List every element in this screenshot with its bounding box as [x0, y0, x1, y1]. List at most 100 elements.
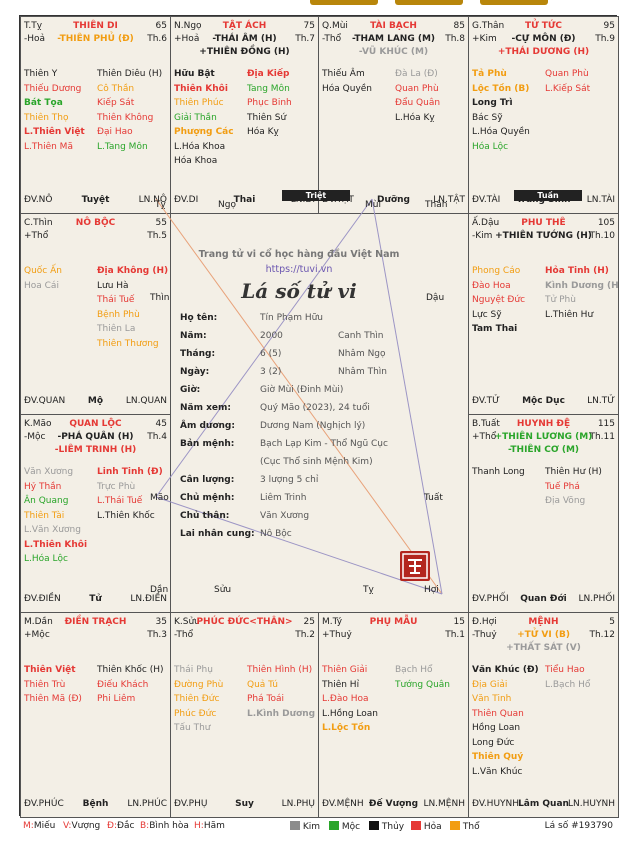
thuy-swatch-icon: [369, 821, 379, 830]
stars-right: Thiên Diêu (H) Cô Thần Kiếp Sát Thiên Không…: [97, 67, 162, 154]
star: Thiên Thương: [97, 338, 159, 349]
info-value: Văn Xương: [260, 511, 310, 521]
legend-moc: Mộc: [329, 821, 360, 832]
info-value: 6 (5): [260, 349, 282, 359]
star: Hữu Bật: [174, 69, 215, 79]
info-row: Năm xem: Quý Mão (2023), 24 tuổi: [180, 403, 440, 419]
info-key: Lai nhân cung:: [180, 529, 255, 539]
palace-cell-dau[interactable]: Ấ.Dậu PHU THÊ 105 -Kim +THIÊN TƯỚNG (H) Th.10…: [468, 213, 619, 415]
info-row: Tháng: 6 (5) Nhâm Ngọ: [180, 349, 440, 365]
star: Quan Phù: [545, 69, 589, 79]
info-key: Tháng:: [180, 349, 216, 359]
site-url[interactable]: https://tuvi.vn: [265, 264, 333, 275]
info-row: (Cục Thổ sinh Mệnh Kim): [180, 457, 440, 473]
branch-label-mui: Mùi: [365, 200, 381, 210]
star: L.Hóa Khoa: [174, 141, 226, 152]
star: Hỏa Tinh (H): [545, 266, 609, 276]
star: Quan Phù: [395, 83, 439, 94]
cell-name: Q.Mùi: [322, 21, 348, 31]
cell-name: N.Ngọ: [174, 21, 202, 31]
stars-left: Thiên Việt Thiên Trù Thiên Mã (Đ): [24, 663, 82, 707]
top-tab-3[interactable]: [480, 0, 548, 5]
month-label: Th.2: [295, 630, 315, 640]
top-tab-2[interactable]: [395, 0, 463, 5]
star: Thiên Phúc: [174, 98, 224, 108]
stars-left: Văn Khúc (Đ) Địa Giải Văn Tinh Thiên Quan Hồ…: [472, 663, 539, 779]
cell-age: 105: [597, 218, 615, 228]
cell-age: 45: [155, 419, 167, 429]
palace-cell-suu[interactable]: K.Sửu PHÚC ĐỨC<THÂN> 25 -Thổ Th.2 Thái Phụ Đườ…: [170, 612, 319, 818]
cell-name: K.Sửu: [174, 617, 200, 627]
site-title: Trang tử vi cổ học hàng đầu Việt Nam: [198, 249, 400, 260]
sub-star: +THIÊN ĐỒNG (H): [199, 47, 290, 57]
month-label: Th.5: [147, 231, 167, 241]
star: L.Thiên Khốc: [97, 510, 155, 521]
star: Thiếu Âm: [322, 69, 365, 79]
branch-label-than: Thân: [425, 200, 448, 210]
branch-label-suu: Sửu: [214, 585, 232, 595]
star: Kiếp Sát: [97, 98, 135, 108]
star: L.Thiên Mã: [24, 141, 73, 152]
branch-label-tuat: Tuất: [424, 493, 443, 503]
star: Thanh Long: [472, 467, 525, 477]
palace-cell-ti[interactable]: M.Tý PHỤ MẪU 15 +Thuỷ Th.1 Thiên Giải Thiên Hỉ…: [318, 612, 469, 818]
info-row: Giờ: Giờ Mùi (Đinh Mùi): [180, 385, 440, 401]
star: Phục Binh: [247, 98, 292, 108]
top-tab-1[interactable]: [310, 0, 378, 5]
dai-van-label: ĐV.PHÚC: [24, 799, 64, 809]
horoscope-chart: T.Tỵ THIÊN DI 65 -Hoả -THIÊN PHỦ (Đ) Th.6 Thiê…: [19, 15, 619, 818]
stars-right: Thiên Hình (H) Quả Tú Phá Toái L.Kình Dương: [247, 663, 315, 721]
star: Hoa Cái: [24, 280, 59, 291]
palace-name: TẬT ÁCH: [222, 21, 267, 31]
cell-age: 35: [155, 617, 167, 627]
star: Quốc Ấn: [24, 266, 62, 276]
info-value: Nô Bộc: [260, 529, 292, 539]
palace-cell-tuat[interactable]: B.Tuất HUYNH ĐỆ 115 +Thổ +THIÊN LƯƠNG (M) Th.…: [468, 414, 619, 613]
star: Cô Thần: [97, 83, 135, 94]
palace-cell-mui[interactable]: Q.Mùi TÀI BẠCH 85 -Thổ -THAM LANG (M) Th.8 -VŨ…: [318, 16, 469, 214]
star: Phi Liêm: [97, 694, 136, 704]
stars-right: Bạch Hổ Tướng Quân: [395, 663, 450, 692]
palace-cell-mao[interactable]: K.Mão QUAN LỘC 45 -Mộc -PHÁ QUÂN (H) Th.4 -LIÊ…: [20, 414, 171, 613]
main-star: +TỬ VI (B): [517, 630, 570, 640]
cell-age: 25: [303, 617, 315, 627]
cell-age: 75: [303, 21, 315, 31]
branch-label-mao: Mão: [150, 493, 169, 503]
stars-right: Thiên Hư (H) Tuế Phá Địa Võng: [545, 465, 602, 509]
palace-cell-than[interactable]: G.Thân TỬ TỨC 95 +Kim -CỰ MÔN (Đ) Th.9 +THÁI D…: [468, 16, 619, 214]
palace-cell-ngo[interactable]: N.Ngọ TẬT ÁCH 75 +Hoả -THÁI ÂM (H) Th.7 +THIÊN…: [170, 16, 319, 214]
cell-name: G.Thân: [472, 21, 505, 31]
star: Tang Môn: [247, 83, 290, 94]
star: Thiếu Dương: [24, 83, 82, 94]
cell-element: +Mộc: [24, 630, 50, 640]
info-value: Giờ Mùi (Đinh Mùi): [260, 385, 344, 395]
star: Hóa Quyền: [322, 83, 373, 94]
branch-label-thin: Thìn: [150, 293, 170, 303]
star: Thái Phụ: [174, 665, 213, 675]
star: Thiên La: [97, 324, 136, 334]
cell-age: 5: [609, 617, 615, 627]
month-label: Th.9: [595, 34, 615, 44]
star: Văn Tinh: [472, 694, 512, 704]
star: Tam Thai: [472, 324, 518, 334]
palace-cell-ty[interactable]: T.Tỵ THIÊN DI 65 -Hoả -THIÊN PHỦ (Đ) Th.6 Thiê…: [20, 16, 171, 214]
stars-right: Hỏa Tinh (H) Kình Dương (H) Tử Phù L.Thiên …: [545, 264, 618, 322]
info-row: Cân lượng: 3 lượng 5 chỉ: [180, 475, 440, 491]
info-value: Quý Mão (2023), 24 tuổi: [260, 403, 370, 413]
cell-name: T.Tỵ: [24, 21, 43, 31]
main-star: -PHÁ QUÂN (H): [57, 432, 134, 442]
star: Thái Tuế: [97, 295, 135, 305]
star: Tử Phù: [545, 295, 576, 305]
star: L.Hóa Lộc: [24, 554, 68, 564]
star: L.Thái Tuế: [97, 496, 143, 506]
legend-binh-hoa: B:Bình hòa: [140, 821, 189, 831]
trang-sinh-label: Tử: [89, 594, 102, 604]
star: L.Lộc Tồn: [322, 723, 371, 733]
palace-cell-hoi[interactable]: Đ.Hợi MỆNH 5 -Thuỷ +TỬ VI (B) Th.12 +THẤT SÁT …: [468, 612, 619, 818]
cell-age: 95: [603, 21, 615, 31]
info-key: Chủ thân:: [180, 511, 230, 521]
star: Thiên Không: [97, 112, 154, 123]
palace-cell-thin[interactable]: C.Thìn NÔ BỘC 55 +Thổ Th.5 Quốc Ấn Hoa Cái Địa …: [20, 213, 171, 415]
sub-star: +THÁI DƯƠNG (H): [497, 47, 590, 57]
palace-cell-dan[interactable]: M.Dần ĐIỀN TRẠCH 35 +Mộc Th.3 Thiên Việt Thiên…: [20, 612, 171, 818]
